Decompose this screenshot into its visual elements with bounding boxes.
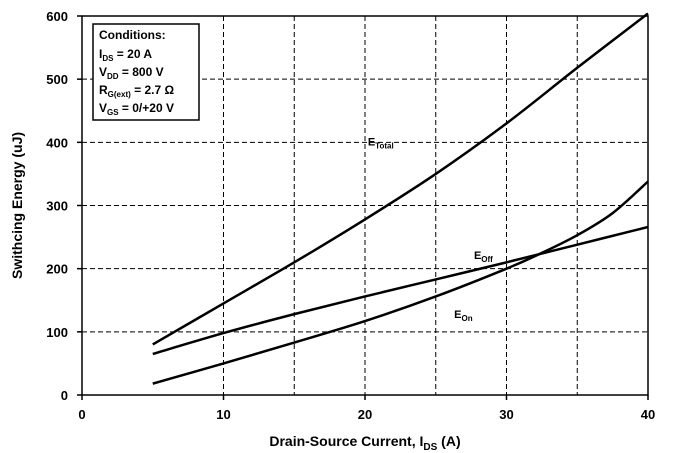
series-label-e-total: ETotal [368,136,394,150]
y-tick-label: 600 [46,9,68,24]
y-tick-label: 0 [61,388,68,403]
series-line-e-on [152,180,649,385]
y-tick-label: 400 [46,135,68,150]
y-tick-label: 100 [46,325,68,340]
series-label-e-on: EOn [454,309,473,323]
series-lines [152,12,649,385]
y-tick-label: 300 [46,199,68,214]
x-tick-label: 20 [358,407,372,422]
y-axis-label: Swithcing Energy (uJ) [9,132,25,279]
tick-labels: 0 100 200 300 400 500 600 0 10 20 30 40 [46,9,655,422]
conditions-title: Conditions: [99,28,166,42]
series-line-e-off [152,225,649,356]
y-tick-label: 500 [46,72,68,87]
x-tick-label: 30 [499,407,513,422]
y-tick-label: 200 [46,262,68,277]
x-tick-label: 10 [216,407,230,422]
series-labels: ETotal EOff EOn [368,136,493,322]
series-label-e-off: EOff [474,250,493,264]
conditions-frame [92,23,200,121]
x-tick-label: 0 [78,407,85,422]
conditions-line: VGS = 0/+20 V [99,101,174,117]
series-line-e-total [152,12,649,346]
x-axis-label: Drain-Source Current, IDS (A) [269,433,460,453]
x-tick-label: 40 [641,407,655,422]
